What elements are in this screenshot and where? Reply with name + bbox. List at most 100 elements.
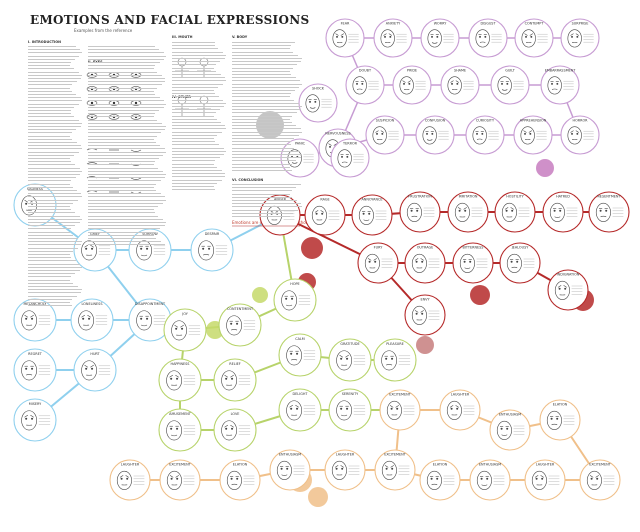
- eye-icon: [481, 132, 484, 135]
- text-line: [232, 131, 302, 133]
- text-line: [28, 244, 82, 246]
- text-line: [88, 174, 166, 175]
- text-line: [88, 49, 160, 51]
- brow-icon: [575, 33, 580, 36]
- mouth-icon: [386, 364, 393, 366]
- mouth-example-icon: [86, 162, 98, 165]
- text-line: [88, 238, 157, 239]
- text-line: [28, 222, 81, 223]
- emotion-label: CONTENTMENT: [227, 307, 254, 311]
- text-line: [28, 71, 79, 73]
- text-line: [28, 126, 81, 127]
- emotion-node: CURIOSITY: [465, 115, 505, 155]
- text-line: [232, 102, 299, 104]
- emotion-node: EMBARRASSMENT: [540, 65, 580, 105]
- text-line: [28, 161, 71, 163]
- brow-icon: [420, 258, 424, 261]
- color-dot: [252, 287, 268, 303]
- face-outline: [311, 205, 327, 225]
- face-outline: [380, 29, 395, 48]
- emotion-label: JEALOUSY: [511, 246, 530, 250]
- face-outline: [399, 76, 414, 95]
- emotion-node: GUILT: [490, 65, 530, 105]
- face-outline: [411, 305, 427, 325]
- text-line: [232, 157, 301, 159]
- emotion-node: ANNOYANCE: [351, 194, 393, 236]
- text-line: [88, 116, 155, 118]
- face-outline: [454, 202, 470, 222]
- brow-icon: [295, 404, 299, 408]
- node-circle: [452, 242, 494, 284]
- text-line: [88, 177, 165, 179]
- brow-icon: [450, 80, 454, 83]
- node-circle: [328, 338, 372, 382]
- node-circle: [163, 308, 207, 352]
- text-line: [28, 254, 71, 255]
- emotion-label: SADNESS: [27, 187, 43, 191]
- emotion-node: WORRY: [420, 18, 460, 58]
- emotion-node: LAUGHTER: [109, 459, 151, 501]
- eye-icon: [556, 82, 559, 85]
- text-line: [172, 173, 226, 175]
- text-line: [232, 203, 302, 205]
- mouth-icon: [281, 474, 288, 476]
- face-outline: [547, 76, 562, 95]
- text-line: [28, 87, 70, 89]
- text-line: [88, 228, 161, 230]
- face-outline: [506, 253, 522, 273]
- eye-icon: [225, 377, 228, 380]
- text-line: [172, 154, 225, 155]
- brow-icon: [90, 364, 94, 368]
- eye-icon: [88, 317, 91, 320]
- text-line: [172, 179, 222, 181]
- eye-icon: [556, 417, 559, 420]
- emotion-node: ANGER: [259, 194, 301, 236]
- brow-icon: [457, 207, 462, 210]
- face-outline: [198, 240, 214, 261]
- node-circle: [109, 459, 151, 501]
- section-heading: I. INTRODUCTION: [28, 40, 61, 44]
- text-line: [172, 102, 226, 104]
- text-line: [232, 45, 291, 47]
- text-column: [172, 42, 226, 192]
- mouth-example-icon: [130, 177, 142, 180]
- mouth-icon: [141, 324, 148, 327]
- eye-icon: [479, 35, 481, 38]
- face-outline: [166, 370, 182, 391]
- text-line: [28, 282, 74, 284]
- text-line: [232, 196, 293, 198]
- node-circle: [404, 242, 446, 284]
- text-line: [232, 122, 292, 123]
- brow-icon: [395, 405, 399, 408]
- text-line: [28, 46, 76, 47]
- text-line: [88, 167, 158, 169]
- text-line: [232, 147, 295, 149]
- text-line: [28, 110, 71, 111]
- eye-icon: [146, 247, 149, 250]
- face-outline: [554, 280, 570, 300]
- brow-icon: [540, 475, 544, 478]
- eye-icon: [314, 100, 317, 103]
- emotion-label: BITTERNESS: [463, 246, 484, 250]
- mouth-icon: [309, 107, 316, 109]
- text-line: [88, 231, 156, 233]
- face-outline: [501, 202, 517, 222]
- face-outline: [21, 410, 37, 431]
- text-line: [232, 134, 300, 136]
- node-circle: [499, 242, 541, 284]
- face-outline: [81, 360, 97, 381]
- emotion-label: DISGUST: [480, 21, 496, 25]
- text-line: [28, 298, 73, 300]
- brow-icon: [523, 130, 527, 133]
- eye-icon: [230, 477, 233, 480]
- emotion-label: SUSPICION: [376, 118, 395, 122]
- eye-icon: [525, 35, 527, 38]
- text-line: [88, 135, 157, 137]
- emotion-label: MELANCHOLY: [24, 302, 48, 306]
- text-line: [172, 67, 214, 69]
- brow-icon: [390, 465, 394, 468]
- emotion-node: ENVY: [404, 294, 446, 336]
- text-line: [88, 71, 157, 73]
- eye-icon: [463, 260, 466, 263]
- text-line: [172, 48, 219, 50]
